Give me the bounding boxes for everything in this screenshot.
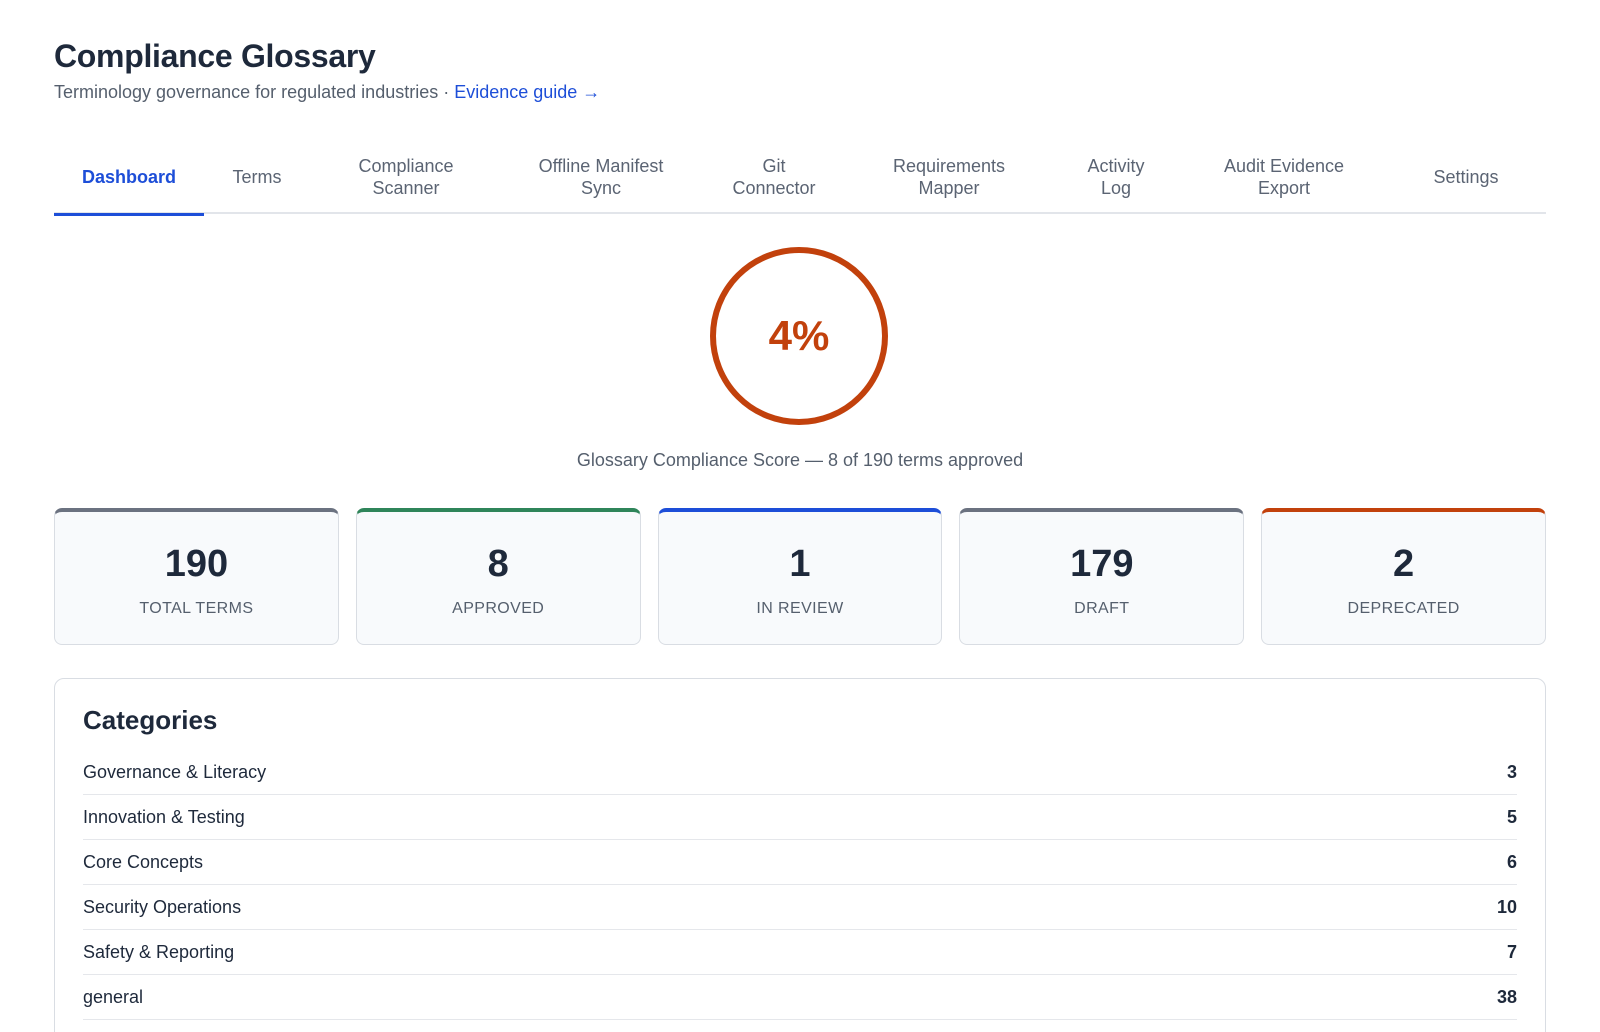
stat-value: 1 [789,543,811,585]
stat-label: APPROVED [452,600,545,617]
stat-card-deprecated: 2 DEPRECATED [1261,508,1546,645]
category-name: Governance & Literacy [83,761,267,782]
category-count: 5 [1506,806,1517,827]
tab-label: Git Connector [732,156,816,198]
tab-dashboard[interactable]: Dashboard [54,140,204,216]
category-name: general [83,986,144,1007]
tab-bar: Dashboard Terms Compliance Scanner Offli… [54,140,1546,216]
tab-settings[interactable]: Settings [1433,167,1499,187]
tab-label: Activity Log [1087,156,1145,198]
stats-row: 190 TOTAL TERMS 8 APPROVED 1 IN REVIEW 1… [54,508,1546,645]
category-name: Safety & Reporting [83,941,235,962]
categories-panel: Categories Governance & Literacy 3 Innov… [54,678,1546,1032]
list-item[interactable]: Governance & Literacy 3 [83,750,1517,795]
subtitle-text: Terminology governance for regulated ind… [54,82,455,102]
categories-title: Categories [83,705,218,735]
tab-offline-manifest-sync[interactable]: Offline Manifest Sync [502,140,700,214]
list-item[interactable]: Core Concepts 6 [83,840,1517,885]
page-title: Compliance Glossary [54,38,376,74]
compliance-score-caption: Glossary Compliance Score — 8 of 190 ter… [576,450,1024,470]
category-count: 38 [1496,986,1517,1007]
stat-card-in-review: 1 IN REVIEW [657,508,943,645]
stat-card-draft: 179 DRAFT [959,508,1245,645]
list-item[interactable]: Safety & Reporting 7 [83,930,1517,975]
list-item[interactable]: Innovation & Testing 5 [83,795,1517,840]
tab-terms[interactable]: Terms [232,167,282,187]
compliance-score-value: 4% [768,312,830,359]
tab-label: Requirements Mapper [892,156,1006,198]
stat-card-approved: 8 APPROVED [355,508,641,645]
stat-value: 190 [164,543,229,585]
stat-label: IN REVIEW [756,600,844,617]
category-count: 6 [1506,851,1517,872]
category-name: Innovation & Testing [83,806,245,827]
tab-audit-evidence-export[interactable]: Audit Evidence Export [1182,140,1386,214]
tab-label: Audit Evidence Export [1223,156,1345,198]
tab-git-connector[interactable]: Git Connector [700,140,848,214]
stat-label: DRAFT [1074,600,1130,617]
tab-requirements-mapper[interactable]: Requirements Mapper [848,140,1050,214]
category-count: 3 [1506,761,1517,782]
category-count: 7 [1506,941,1517,962]
list-item[interactable]: general 38 [83,975,1517,1020]
list-item[interactable]: Security Operations 10 [83,885,1517,930]
gauge-ring [710,247,888,425]
tab-compliance-scanner[interactable]: Compliance Scanner [310,140,502,214]
evidence-guide-link[interactable]: Evidence guide → [454,82,601,102]
stat-label: DEPRECATED [1347,600,1460,617]
stat-value: 2 [1393,543,1415,585]
stat-label: TOTAL TERMS [139,600,254,617]
category-count: 10 [1496,896,1517,917]
page-subtitle: Terminology governance for regulated ind… [54,82,600,103]
stat-value: 8 [487,543,509,585]
stat-card-total-terms: 190 TOTAL TERMS [54,508,339,645]
category-name: Core Concepts [83,851,204,872]
stat-value: 179 [1070,543,1134,585]
tab-activity-log[interactable]: Activity Log [1050,140,1182,214]
tab-label: Offline Manifest Sync [538,156,664,198]
compliance-score-gauge [710,247,888,425]
tab-label: Compliance Scanner [358,156,454,198]
category-name: Security Operations [83,896,242,917]
